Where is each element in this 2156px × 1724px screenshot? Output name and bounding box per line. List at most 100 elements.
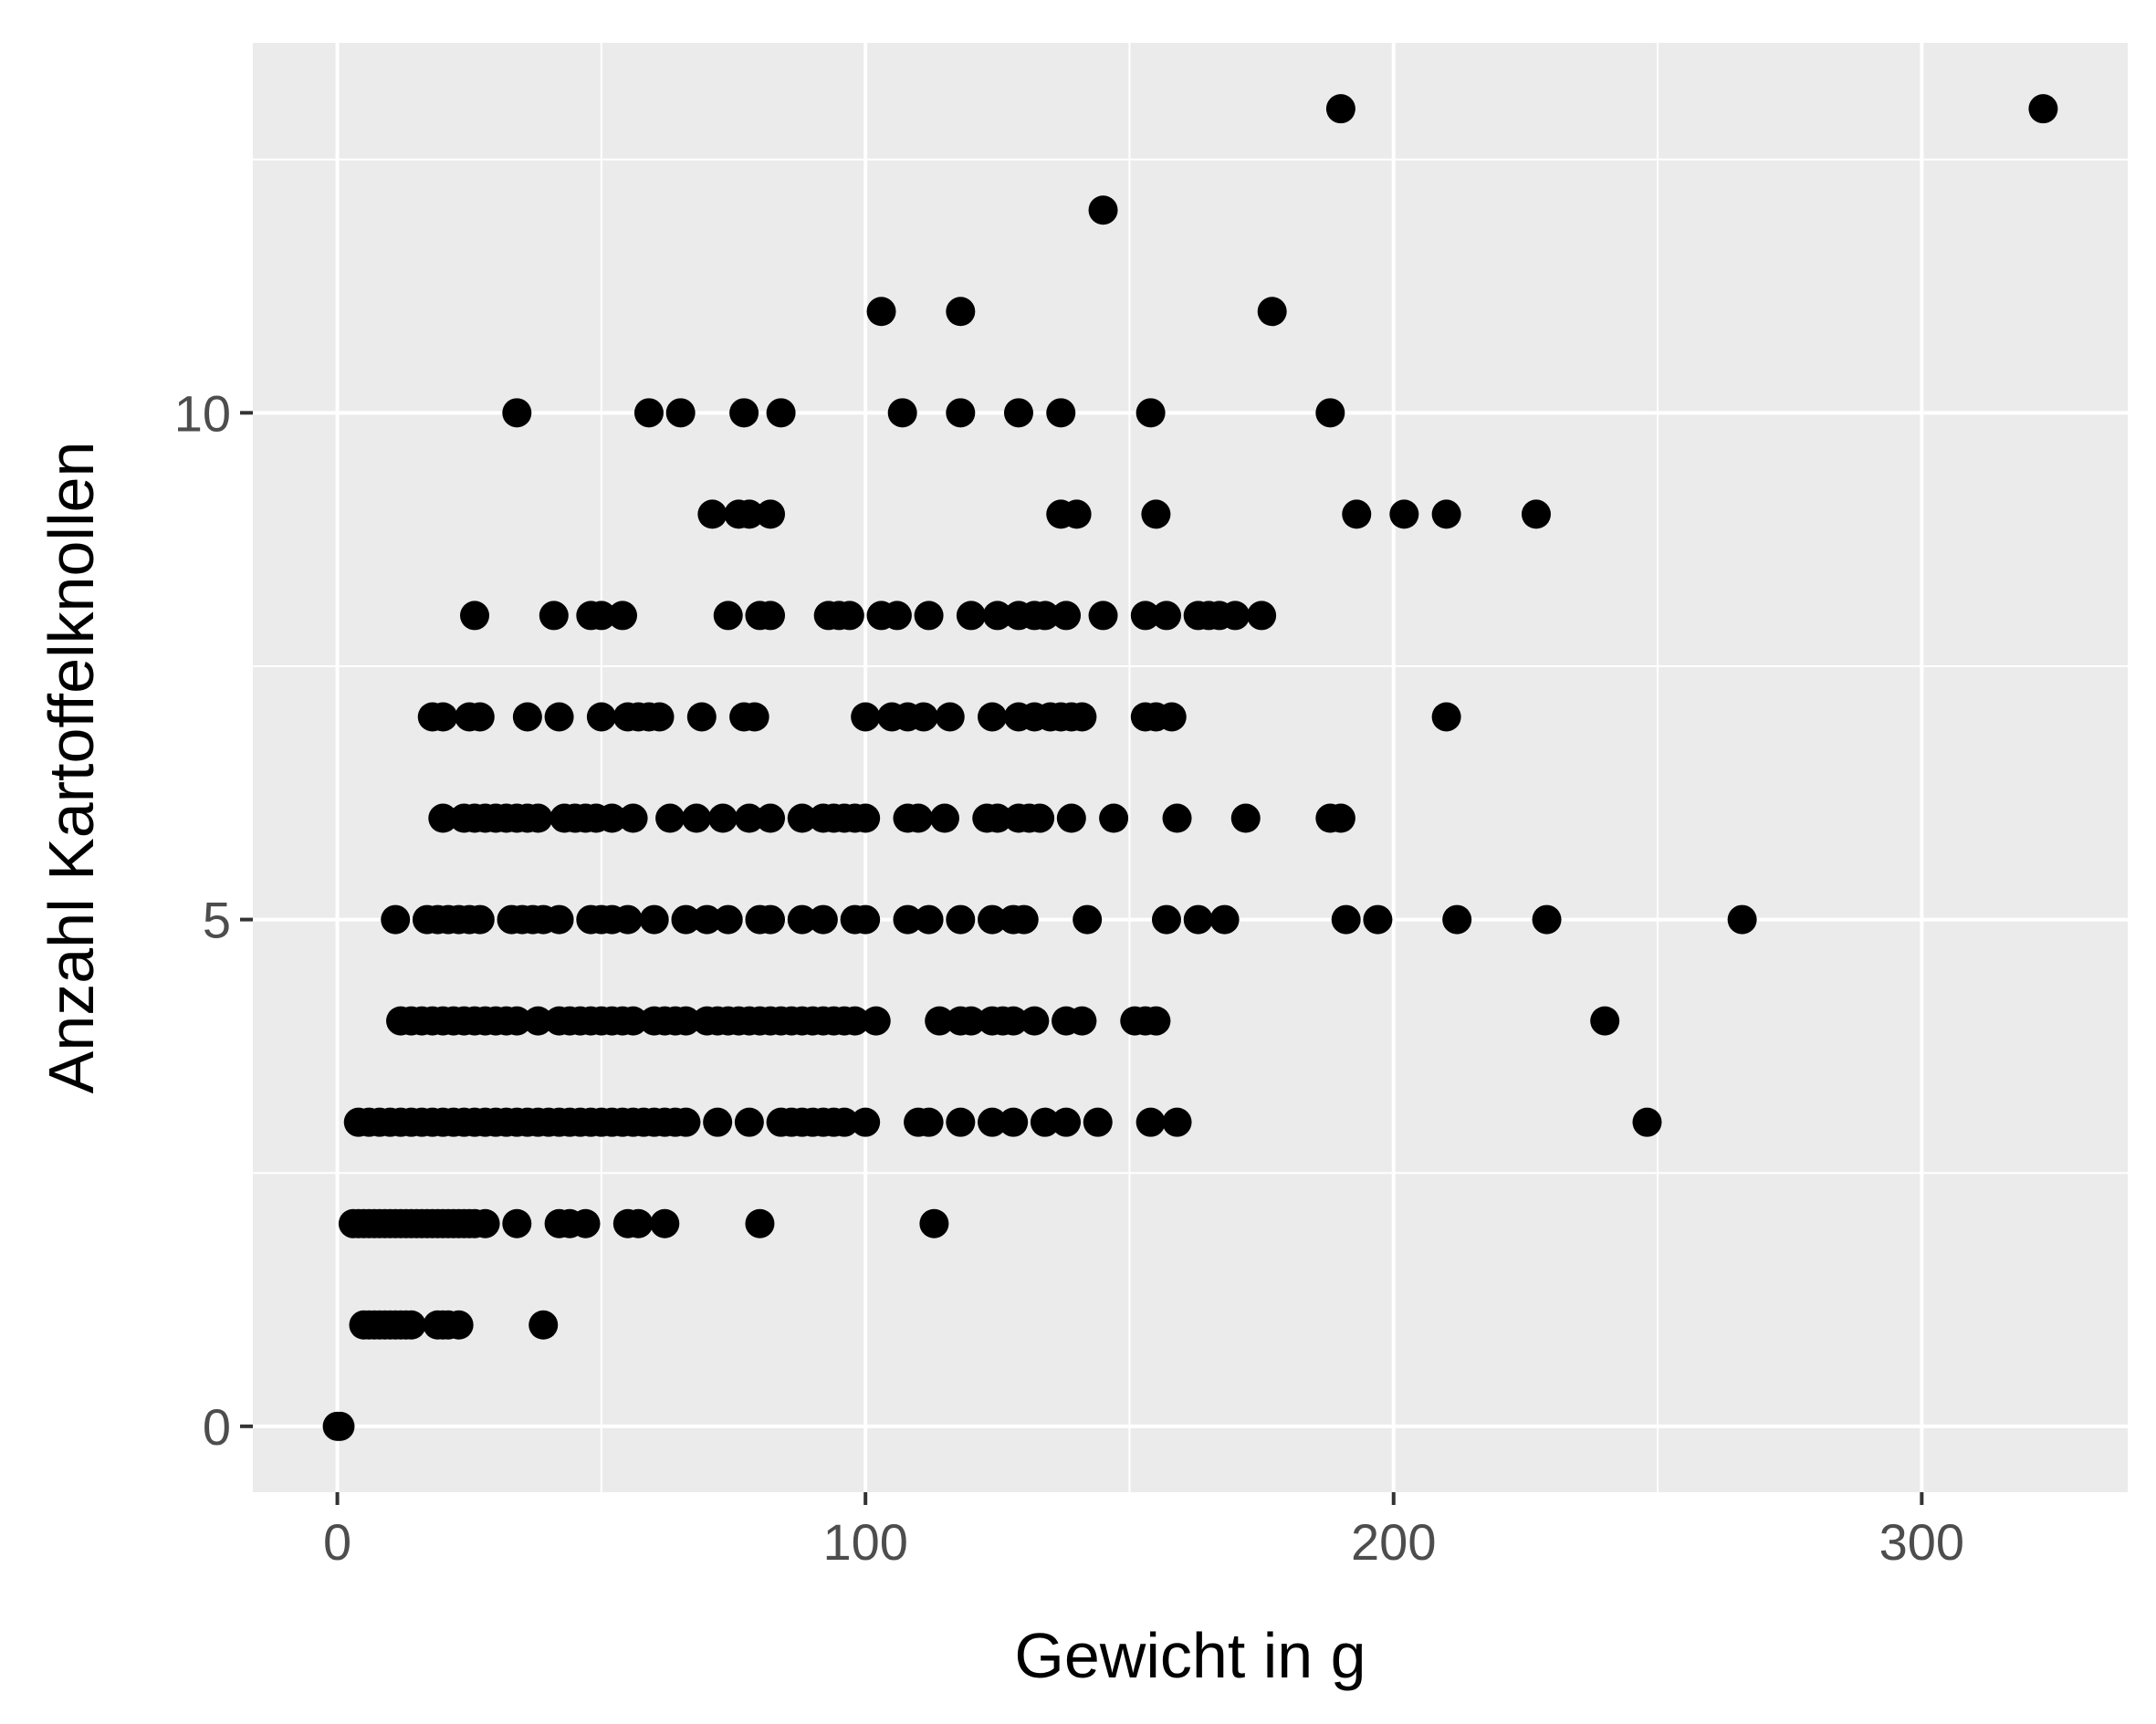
data-point <box>713 601 743 631</box>
data-point <box>1156 702 1187 732</box>
data-point <box>756 601 786 631</box>
data-point <box>908 702 938 732</box>
data-point <box>1088 601 1118 631</box>
data-point <box>1162 1107 1192 1137</box>
data-point <box>608 601 638 631</box>
data-point <box>665 398 696 428</box>
data-point <box>523 803 553 833</box>
data-point <box>1331 904 1361 935</box>
data-point <box>529 1310 559 1340</box>
data-point <box>956 1006 986 1036</box>
data-point <box>914 904 944 935</box>
data-point <box>999 1107 1029 1137</box>
data-point <box>671 904 701 935</box>
data-point <box>618 803 648 833</box>
data-point <box>655 803 686 833</box>
data-point <box>1183 904 1213 935</box>
data-point <box>887 398 917 428</box>
data-point <box>851 904 881 935</box>
data-point <box>502 1208 532 1238</box>
data-point <box>1315 398 1345 428</box>
data-point <box>1230 803 1261 833</box>
data-point <box>1325 803 1355 833</box>
x-tick-label: 300 <box>1879 1513 1964 1571</box>
data-point <box>756 803 786 833</box>
data-point <box>729 398 759 428</box>
data-point <box>929 803 959 833</box>
data-point <box>1030 601 1060 631</box>
data-point <box>834 601 864 631</box>
data-point <box>1003 398 1033 428</box>
data-point <box>1136 398 1166 428</box>
data-point <box>830 1107 860 1137</box>
data-point <box>1056 803 1086 833</box>
data-point <box>1067 702 1097 732</box>
data-point <box>612 904 643 935</box>
data-point <box>840 1006 870 1036</box>
data-point <box>713 904 743 935</box>
data-point <box>692 904 722 935</box>
data-point <box>1062 499 1092 529</box>
data-point <box>502 398 532 428</box>
data-point <box>756 499 786 529</box>
data-point <box>734 499 764 529</box>
data-point <box>1220 601 1251 631</box>
data-point <box>1342 499 1372 529</box>
data-point <box>644 702 675 732</box>
data-point <box>1247 601 1277 631</box>
data-point <box>919 1208 949 1238</box>
data-point <box>1151 601 1181 631</box>
data-point <box>1046 398 1076 428</box>
data-point <box>470 1208 500 1238</box>
data-point <box>502 1006 532 1036</box>
data-point <box>671 1107 701 1137</box>
data-point <box>396 1310 426 1340</box>
x-axis-ticks: 0 100 200 300 <box>323 1492 1964 1571</box>
data-point <box>2028 94 2058 124</box>
data-point <box>1025 803 1055 833</box>
data-point <box>956 601 986 631</box>
data-point <box>978 702 1008 732</box>
plot-panel <box>253 43 2128 1492</box>
data-point <box>428 803 458 833</box>
data-point <box>512 702 542 732</box>
data-point <box>999 1006 1029 1036</box>
data-points <box>322 94 2058 1441</box>
data-point <box>1442 904 1472 935</box>
data-point <box>739 702 769 732</box>
data-point <box>946 1107 976 1137</box>
y-axis-title: Anzahl Kartoffelknollen <box>36 442 107 1094</box>
data-point <box>586 702 616 732</box>
data-point <box>1590 1006 1620 1036</box>
data-point <box>1141 499 1171 529</box>
data-point <box>978 1107 1008 1137</box>
data-point <box>946 398 976 428</box>
data-point <box>650 1208 680 1238</box>
data-point <box>1532 904 1562 935</box>
data-point <box>539 601 569 631</box>
data-point <box>1083 1107 1113 1137</box>
data-point <box>946 297 976 327</box>
data-point <box>1073 904 1103 935</box>
y-axis-ticks: 0 5 10 <box>174 384 253 1456</box>
data-point <box>623 1208 654 1238</box>
data-point <box>851 803 881 833</box>
data-point <box>861 1006 891 1036</box>
data-point <box>982 803 1012 833</box>
data-point <box>766 398 796 428</box>
data-point <box>925 1006 955 1036</box>
data-point <box>978 904 1008 935</box>
data-point <box>697 499 727 529</box>
y-tick-label: 0 <box>203 1398 231 1456</box>
x-tick-label: 0 <box>323 1513 351 1571</box>
data-point <box>1141 1006 1171 1036</box>
data-point <box>444 1310 474 1340</box>
data-point <box>381 904 411 935</box>
data-point <box>1363 904 1393 935</box>
data-point <box>428 702 458 732</box>
data-point <box>1052 601 1082 631</box>
data-point <box>734 803 764 833</box>
data-point <box>325 1411 355 1441</box>
data-point <box>851 1107 881 1137</box>
y-tick-label: 5 <box>203 892 231 949</box>
